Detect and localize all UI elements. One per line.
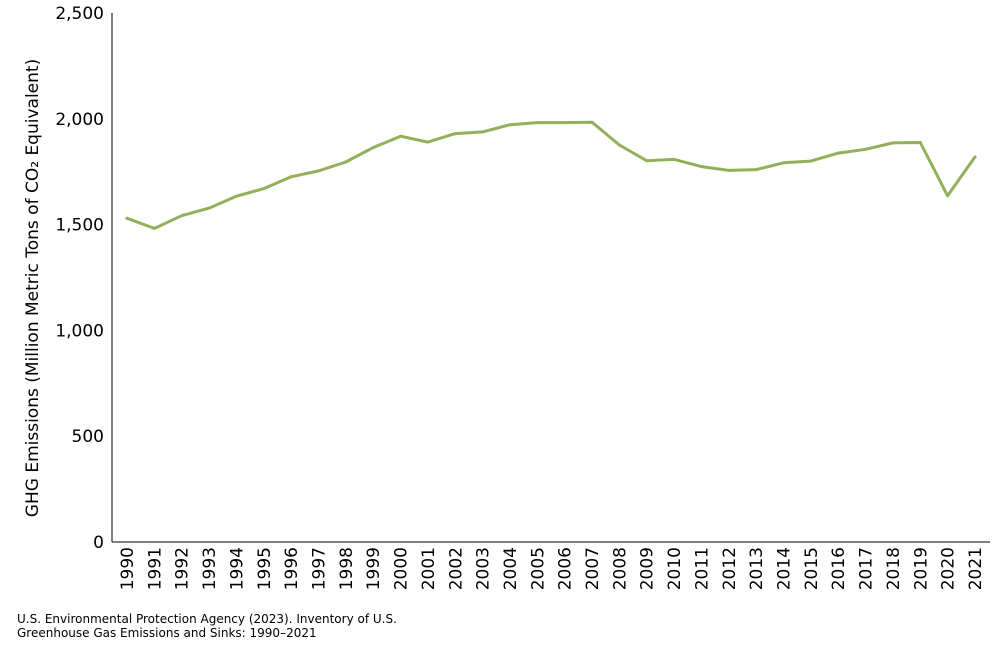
x-tick-label: 2005	[528, 547, 548, 590]
y-tick-label: 2,500	[55, 4, 104, 24]
x-tick-label: 1995	[255, 547, 275, 590]
data-point	[508, 123, 512, 127]
y-axis-title: GHG Emissions (Million Metric Tons of CO…	[23, 59, 43, 517]
data-point	[617, 143, 621, 147]
data-point	[809, 159, 813, 163]
y-tick-label: 500	[72, 427, 104, 447]
x-tick-label: 2006	[556, 547, 576, 590]
data-point	[754, 168, 758, 172]
x-tick-label: 1994	[227, 547, 247, 590]
data-point	[973, 155, 977, 159]
data-point	[727, 168, 731, 172]
x-tick-label: 2002	[446, 547, 466, 590]
data-point	[891, 141, 895, 145]
data-point	[700, 165, 703, 169]
x-tick-label: 2004	[501, 547, 521, 590]
data-point	[262, 187, 266, 191]
x-tick-label: 1998	[337, 547, 357, 590]
x-tick-label: 1996	[282, 547, 302, 590]
x-tick-label: 2009	[638, 547, 658, 590]
data-point	[426, 140, 430, 144]
data-point	[234, 194, 238, 198]
x-tick-label: 2014	[775, 547, 795, 590]
x-tick-label: 2001	[419, 547, 439, 590]
data-point	[918, 141, 922, 144]
x-tick-label: 1993	[200, 547, 220, 590]
x-tick-label: 1999	[364, 547, 384, 590]
x-tick-label: 2010	[665, 547, 685, 590]
data-point	[836, 151, 840, 155]
y-tick-label: 1,500	[55, 216, 104, 236]
data-point	[180, 214, 184, 218]
data-point	[535, 121, 539, 125]
x-tick-label: 2012	[720, 547, 740, 590]
data-point	[946, 194, 950, 198]
data-series	[125, 120, 977, 230]
x-tick-label: 2008	[610, 547, 630, 590]
x-tick-label: 2018	[884, 547, 904, 590]
data-point	[399, 134, 402, 138]
x-tick-label: 1991	[145, 547, 165, 590]
data-point	[371, 146, 375, 150]
y-tick-labels: 0 500 1,000 1,500 2,000 2,500	[55, 4, 104, 553]
data-point	[344, 160, 348, 164]
data-point	[864, 147, 868, 151]
x-tick-label: 2000	[392, 547, 412, 590]
y-tick-label: 2,000	[55, 110, 104, 130]
y-tick-label: 1,000	[55, 321, 104, 341]
source-note: U.S. Environmental Protection Agency (20…	[17, 612, 437, 640]
x-tick-label: 2020	[939, 547, 959, 590]
x-tick-label: 1997	[309, 547, 329, 590]
data-point	[645, 159, 649, 163]
data-point	[672, 157, 676, 161]
data-point	[207, 206, 211, 210]
x-tick-label: 2016	[829, 547, 849, 590]
x-tick-label: 2019	[911, 547, 931, 590]
axes	[111, 13, 990, 543]
series-line	[125, 120, 977, 230]
y-tick-label: 0	[93, 533, 104, 553]
x-tick-labels: 1990 1991 1992 1993 1994 1995 1996 1997 1998 1999…	[118, 547, 986, 590]
x-tick-label: 1992	[173, 547, 193, 590]
x-tick-label: 2007	[583, 547, 603, 590]
data-point	[590, 120, 594, 124]
data-point	[782, 161, 785, 165]
data-point	[563, 121, 567, 125]
data-point	[453, 132, 457, 136]
x-tick-label: 2003	[474, 547, 494, 590]
x-tick-label: 2013	[747, 547, 767, 590]
x-tick-label: 2017	[857, 547, 877, 590]
data-point	[317, 169, 320, 173]
data-point	[125, 216, 129, 220]
data-point	[289, 175, 293, 179]
source-note-line-1: U.S. Environmental Protection Agency (20…	[17, 612, 397, 626]
x-tick-label: 1990	[118, 547, 138, 590]
x-tick-label: 2015	[802, 547, 822, 590]
x-tick-label: 2011	[692, 547, 712, 590]
data-point	[152, 226, 156, 230]
source-note-line-2: Greenhouse Gas Emissions and Sinks: 1990…	[17, 626, 317, 640]
data-point	[481, 130, 485, 134]
x-tick-label: 2021	[966, 547, 986, 590]
